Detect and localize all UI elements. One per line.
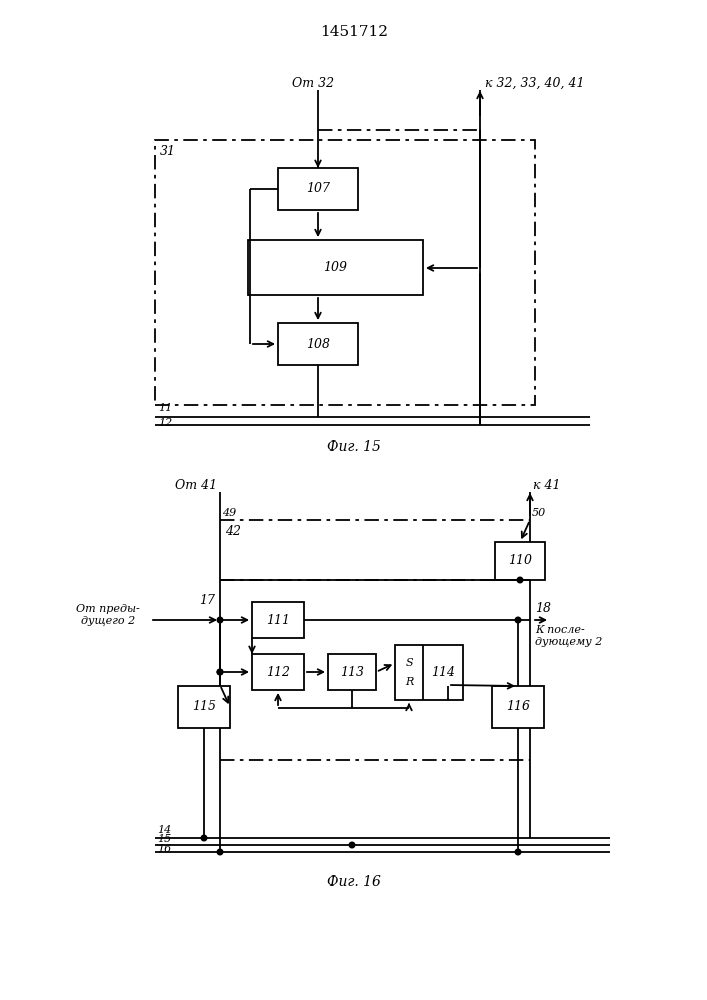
Bar — [328, 654, 376, 690]
Text: 108: 108 — [306, 338, 330, 351]
Circle shape — [217, 669, 223, 675]
Circle shape — [201, 835, 207, 841]
Text: От 41: От 41 — [175, 479, 217, 492]
Text: 11: 11 — [158, 403, 173, 413]
Circle shape — [518, 577, 522, 583]
Text: 15: 15 — [157, 834, 171, 844]
Text: 18: 18 — [535, 602, 551, 615]
Text: 1451712: 1451712 — [320, 25, 388, 39]
Text: Фиг. 16: Фиг. 16 — [327, 875, 381, 889]
Text: 42: 42 — [225, 525, 241, 538]
Text: S: S — [405, 658, 413, 668]
Text: 17: 17 — [199, 593, 215, 606]
Text: Фиг. 15: Фиг. 15 — [327, 440, 381, 454]
Text: 12: 12 — [158, 418, 173, 428]
Bar — [178, 686, 230, 728]
Bar — [395, 645, 463, 700]
Text: 114: 114 — [431, 666, 455, 680]
Text: к 32, 33, 40, 41: к 32, 33, 40, 41 — [485, 77, 585, 90]
Text: 112: 112 — [266, 666, 290, 678]
Bar — [278, 168, 358, 210]
Bar — [278, 323, 358, 365]
Bar — [495, 542, 545, 580]
Text: 110: 110 — [508, 554, 532, 568]
Bar — [248, 240, 423, 295]
Circle shape — [217, 669, 223, 675]
Bar — [252, 654, 304, 690]
Text: 107: 107 — [306, 182, 330, 196]
Text: 116: 116 — [506, 700, 530, 714]
Text: к 41: к 41 — [533, 479, 561, 492]
Text: 49: 49 — [222, 508, 236, 518]
Text: 50: 50 — [532, 508, 547, 518]
Bar — [492, 686, 544, 728]
Circle shape — [349, 842, 355, 848]
Text: R: R — [405, 677, 413, 687]
Text: 115: 115 — [192, 700, 216, 714]
Text: 111: 111 — [266, 613, 290, 626]
Text: От преды-
дущего 2: От преды- дущего 2 — [76, 604, 140, 626]
Circle shape — [515, 617, 521, 623]
Text: 109: 109 — [324, 261, 348, 274]
Text: От 32: От 32 — [292, 77, 334, 90]
Circle shape — [217, 849, 223, 855]
Text: 16: 16 — [157, 844, 171, 854]
Text: 14: 14 — [157, 825, 171, 835]
Circle shape — [217, 617, 223, 623]
Bar — [155, 140, 535, 405]
Bar — [252, 602, 304, 638]
Text: К после-
дующему 2: К после- дующему 2 — [535, 625, 602, 647]
Text: 113: 113 — [340, 666, 364, 678]
Circle shape — [515, 849, 521, 855]
Text: 31: 31 — [160, 145, 176, 158]
